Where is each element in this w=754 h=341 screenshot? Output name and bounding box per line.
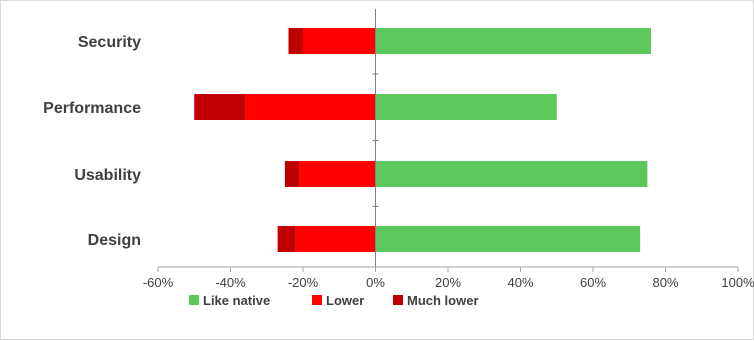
bar-security-lower xyxy=(303,28,376,54)
bar-design-lower xyxy=(295,226,376,252)
axes-layer xyxy=(157,9,739,272)
bar-performance-like-native xyxy=(375,94,557,120)
bar-design-like-native xyxy=(375,226,641,252)
bar-usability-much-lower xyxy=(284,161,300,187)
x-tick-label: -20% xyxy=(288,275,319,290)
bar-usability-lower xyxy=(299,161,376,187)
legend-label: Lower xyxy=(326,293,364,308)
x-tick-label: 80% xyxy=(652,275,678,290)
x-tick-label: 20% xyxy=(435,275,461,290)
legend-swatch xyxy=(312,295,322,305)
x-tick-label: 100% xyxy=(721,275,754,290)
legend-swatch xyxy=(393,295,403,305)
x-tick-label: 40% xyxy=(507,275,533,290)
category-label: Performance xyxy=(43,100,141,117)
bar-security-like-native xyxy=(375,28,651,54)
category-label: Security xyxy=(78,34,141,51)
x-tick-label: 0% xyxy=(366,275,385,290)
legend-label: Much lower xyxy=(407,293,479,308)
x-tick-label: -60% xyxy=(143,275,174,290)
bar-design-much-lower xyxy=(277,226,296,252)
legend: Like native Lower Much lower xyxy=(189,293,479,308)
bar-performance-lower xyxy=(245,94,376,120)
x-tick-label: 60% xyxy=(580,275,606,290)
labels-layer: -60% -40% -20% 0% 20% 40% 60% 80% 100% Security Pe… xyxy=(43,34,754,290)
bar-security-much-lower xyxy=(288,28,303,54)
category-label: Design xyxy=(88,232,141,249)
bar-performance-much-lower xyxy=(194,94,245,120)
x-tick-label: -40% xyxy=(215,275,246,290)
bars-layer xyxy=(194,28,651,252)
bar-usability-like-native xyxy=(375,161,648,187)
category-label: Usability xyxy=(74,167,141,184)
legend-label: Like native xyxy=(203,293,270,308)
legend-swatch xyxy=(189,295,199,305)
